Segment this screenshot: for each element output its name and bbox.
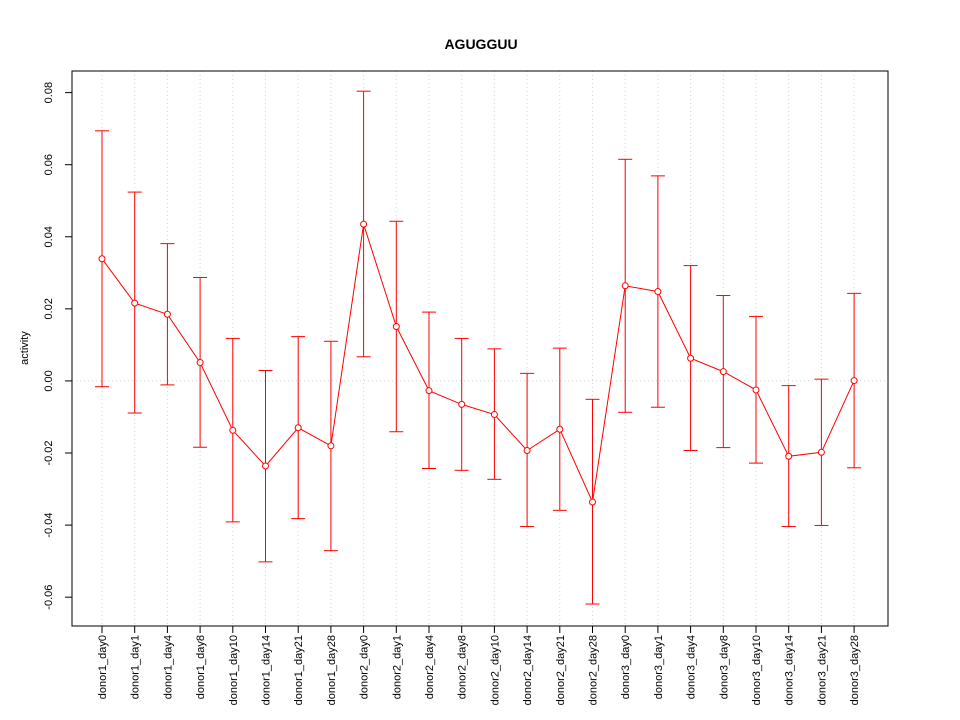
data-point [719, 368, 727, 376]
x-tick-label: donor2_day1 [391, 635, 403, 699]
x-tick-label: donor2_day21 [555, 635, 567, 705]
data-point [458, 400, 466, 408]
grid [72, 71, 888, 626]
data-point [687, 354, 695, 362]
x-tick-label: donor3_day28 [849, 635, 861, 705]
data-point [556, 425, 564, 433]
data-point [752, 386, 760, 394]
y-axis: -0.06 -0.04 -0.02 0.00 0.02 0.04 0.06 0.08 [43, 82, 72, 610]
data-point [523, 446, 531, 454]
data-point [98, 255, 106, 263]
data-point [817, 448, 825, 456]
x-tick-label: donor3_day0 [620, 635, 632, 699]
data-point [621, 282, 629, 290]
data-points [98, 220, 858, 506]
data-point [163, 310, 171, 318]
x-tick-label: donor1_day1 [130, 635, 142, 699]
x-tick-label: donor1_day21 [293, 635, 305, 705]
x-tick-label: donor1_day14 [261, 635, 273, 705]
x-tick-label: donor2_day0 [359, 635, 371, 699]
data-point [196, 359, 204, 367]
x-axis: donor1_day0 donor1_day1 donor1_day4 donor1_… [97, 626, 861, 705]
y-tick-label: 0.00 [43, 370, 55, 391]
data-point [360, 220, 368, 228]
y-tick-label: 0.08 [43, 82, 55, 103]
x-tick-label: donor3_day4 [686, 635, 698, 699]
x-tick-label: donor3_day1 [653, 635, 665, 699]
x-tick-label: donor3_day21 [816, 635, 828, 705]
data-point [785, 452, 793, 460]
y-axis-label: activity [19, 331, 31, 365]
x-tick-label: donor1_day0 [97, 635, 109, 699]
x-tick-label: donor2_day10 [489, 635, 501, 705]
x-tick-label: donor2_day14 [522, 635, 534, 705]
x-tick-label: donor2_day4 [424, 635, 436, 699]
y-tick-label: 0.06 [43, 154, 55, 175]
x-tick-label: donor2_day28 [588, 635, 600, 705]
y-tick-label: 0.02 [43, 298, 55, 319]
series-line [101, 224, 855, 504]
data-point [131, 299, 139, 307]
x-tick-label: donor2_day8 [457, 635, 469, 699]
x-tick-label: donor1_day4 [162, 635, 174, 699]
data-point [392, 323, 400, 331]
y-tick-label: -0.02 [43, 440, 55, 465]
y-tick-label: -0.06 [43, 585, 55, 610]
data-point [229, 426, 237, 434]
error-bars [95, 90, 862, 605]
data-point [654, 288, 662, 296]
data-point [589, 498, 596, 506]
data-point [850, 377, 858, 385]
y-tick-label: 0.04 [43, 226, 55, 247]
x-tick-label: donor3_day14 [784, 635, 796, 705]
plot-frame [71, 70, 889, 627]
x-tick-label: donor3_day10 [751, 635, 763, 705]
x-tick-label: donor3_day8 [718, 635, 730, 699]
y-tick-label: -0.04 [43, 513, 55, 538]
chart-title: AGUGGUU [444, 36, 517, 52]
x-tick-label: donor1_day8 [195, 635, 207, 699]
data-point [262, 462, 269, 470]
data-point [490, 410, 498, 418]
data-point [425, 387, 433, 395]
data-point [327, 442, 335, 450]
series [101, 224, 855, 504]
x-tick-label: donor1_day10 [228, 635, 240, 705]
x-tick-label: donor1_day28 [326, 635, 338, 705]
data-point [294, 424, 302, 432]
